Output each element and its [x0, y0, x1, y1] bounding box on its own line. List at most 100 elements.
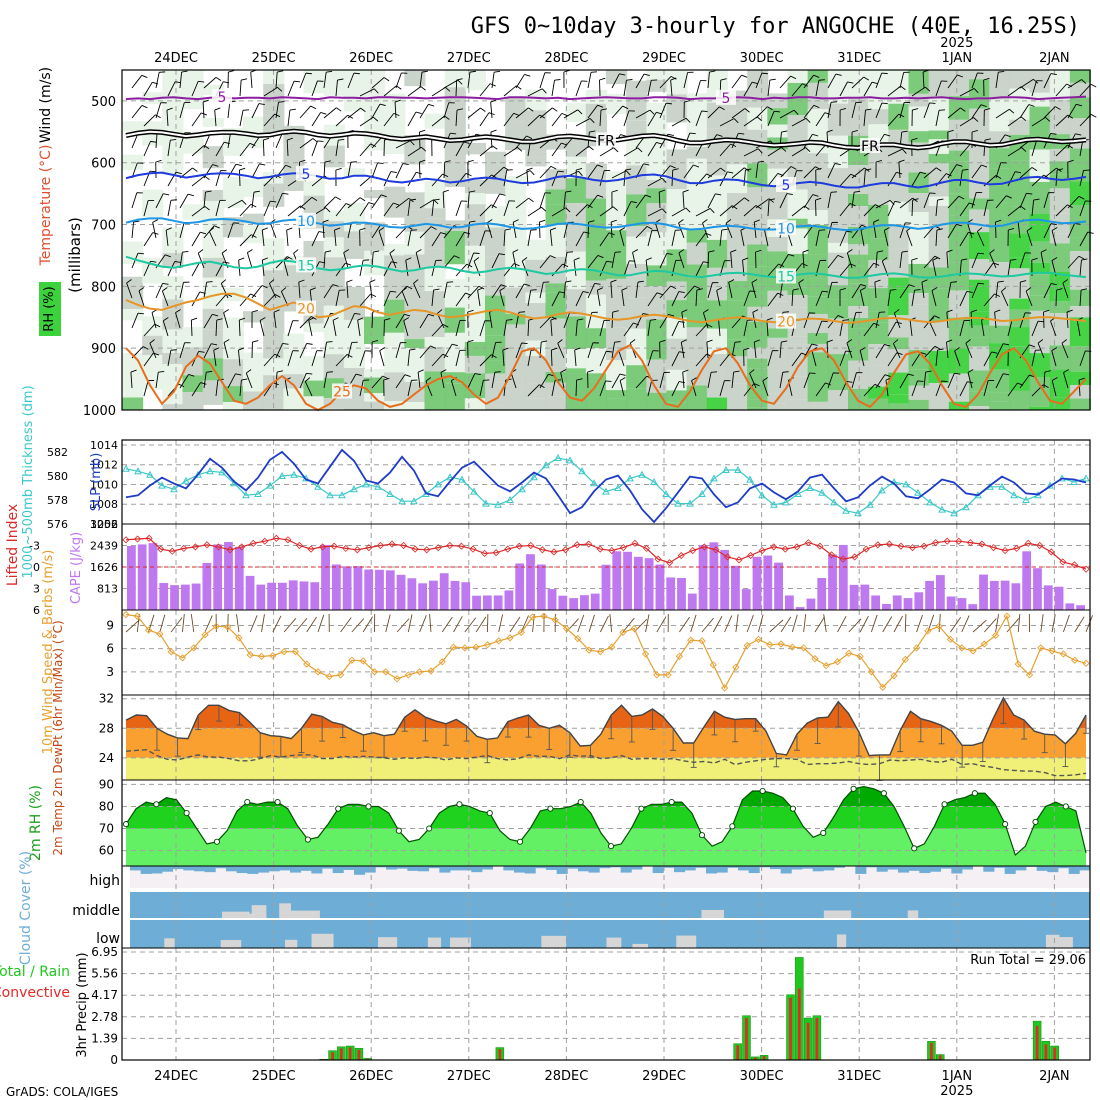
cloud-bar	[930, 866, 942, 872]
li-axis-label: Lifted Index	[5, 504, 21, 586]
rh-shade-cell	[142, 131, 164, 146]
wind-speed-point	[472, 643, 480, 651]
wind-barb	[678, 321, 685, 323]
rh-shade-cell	[908, 325, 930, 351]
rh-shade-cell	[404, 70, 426, 87]
wind-barb	[419, 345, 431, 359]
wind-barb	[995, 221, 997, 239]
cloud-bar	[1079, 920, 1091, 948]
wind-barb	[1067, 114, 1074, 119]
wind-axis-label: 10m Wind Speed & Barbs (m/s)	[41, 550, 56, 755]
wind-barb	[719, 205, 733, 217]
thickness-point	[350, 485, 358, 493]
wind-barb	[551, 80, 555, 97]
wind-barb	[719, 143, 731, 157]
cloud-bar	[172, 866, 184, 870]
cloud-bar	[759, 920, 771, 948]
cloud-bar	[908, 920, 920, 948]
wind-barb	[401, 287, 408, 292]
wind-barb	[431, 86, 446, 97]
wind-barb	[887, 201, 896, 217]
wind-barb	[1055, 204, 1068, 217]
surface-wind-barb	[859, 615, 869, 633]
cloud-bar	[1026, 892, 1038, 918]
wind-barb	[670, 77, 677, 81]
wind-barb	[262, 227, 268, 231]
cape-bar	[655, 564, 665, 610]
wind-barb	[245, 369, 252, 374]
thickness-point	[650, 477, 658, 485]
wind-barb	[442, 191, 445, 209]
rh-shade-cell	[969, 279, 991, 312]
wind-barb	[551, 347, 558, 351]
wind-speed-point	[969, 647, 977, 655]
cloud-bar	[354, 892, 366, 918]
wind-barb	[629, 339, 636, 344]
wind-barb	[443, 189, 450, 193]
wind-barb	[528, 107, 534, 112]
rh-shade-cell	[565, 263, 587, 290]
cloud-bar	[748, 892, 760, 918]
rh-shade-cell	[948, 348, 970, 374]
rh-shade-cell	[162, 85, 184, 116]
rh-shade-cell	[807, 296, 829, 314]
rh-shade-cell	[404, 209, 426, 232]
rh-point	[304, 836, 311, 843]
wind-barb	[1004, 134, 1011, 138]
rh-shade-cell	[626, 165, 648, 195]
wind-barb	[227, 102, 231, 119]
wind-barb	[977, 252, 984, 255]
wind-barb	[1033, 78, 1039, 84]
wind-barb	[347, 107, 361, 119]
wind-barb	[768, 198, 774, 203]
wind-barb	[287, 350, 294, 367]
pressure-tick-label: 800	[91, 280, 116, 295]
rh-shade-cell	[848, 388, 870, 410]
thickness-point	[926, 498, 934, 506]
li-point	[400, 541, 408, 550]
wind-speed-point	[269, 651, 277, 660]
wind-barb	[131, 252, 139, 269]
cloud-bar	[354, 866, 366, 875]
wind-barb	[885, 380, 889, 397]
rh-shade-cell	[646, 180, 668, 189]
rh-shade-cell	[787, 189, 809, 219]
cloud-bar	[962, 866, 974, 870]
li-point	[1024, 539, 1032, 547]
wind-barb	[620, 134, 627, 137]
wind-barb	[1062, 282, 1069, 299]
rh-shade-cell	[787, 180, 809, 190]
wind-barb	[503, 200, 510, 217]
cape-bar	[159, 583, 169, 610]
wind-barb	[431, 290, 435, 307]
wind-barb	[743, 148, 759, 157]
wind-barb	[827, 102, 832, 119]
wind-barb	[718, 320, 721, 337]
li-point	[261, 537, 269, 545]
rh-shade-cell	[505, 97, 527, 122]
cape-bar	[957, 598, 967, 610]
wind-barb	[728, 279, 735, 283]
wind-barb	[649, 109, 655, 115]
wind-barb	[693, 164, 700, 168]
cape-bar	[989, 580, 999, 610]
rh-shade-cell	[525, 239, 547, 260]
wind-barb	[971, 252, 979, 269]
wind-speed-point	[1014, 660, 1022, 668]
wind-barb	[371, 194, 382, 209]
wind-barb	[175, 171, 182, 175]
rh-shade-cell	[343, 211, 365, 232]
rh-shade-cell	[585, 348, 607, 374]
wind-barb	[767, 350, 773, 367]
rh-shade-cell	[243, 116, 265, 148]
wind-barb	[619, 380, 625, 397]
rh-shade-cell	[444, 279, 466, 308]
rh-shade-cell	[464, 223, 486, 246]
wind-barb	[719, 380, 725, 397]
cloud-bar	[332, 866, 344, 874]
wind-barb	[678, 291, 685, 293]
rh-shade-cell	[505, 234, 527, 258]
wind-barb	[786, 193, 793, 196]
run-total-label: Run Total = 29.06	[970, 953, 1086, 968]
wind-barb	[587, 104, 598, 119]
